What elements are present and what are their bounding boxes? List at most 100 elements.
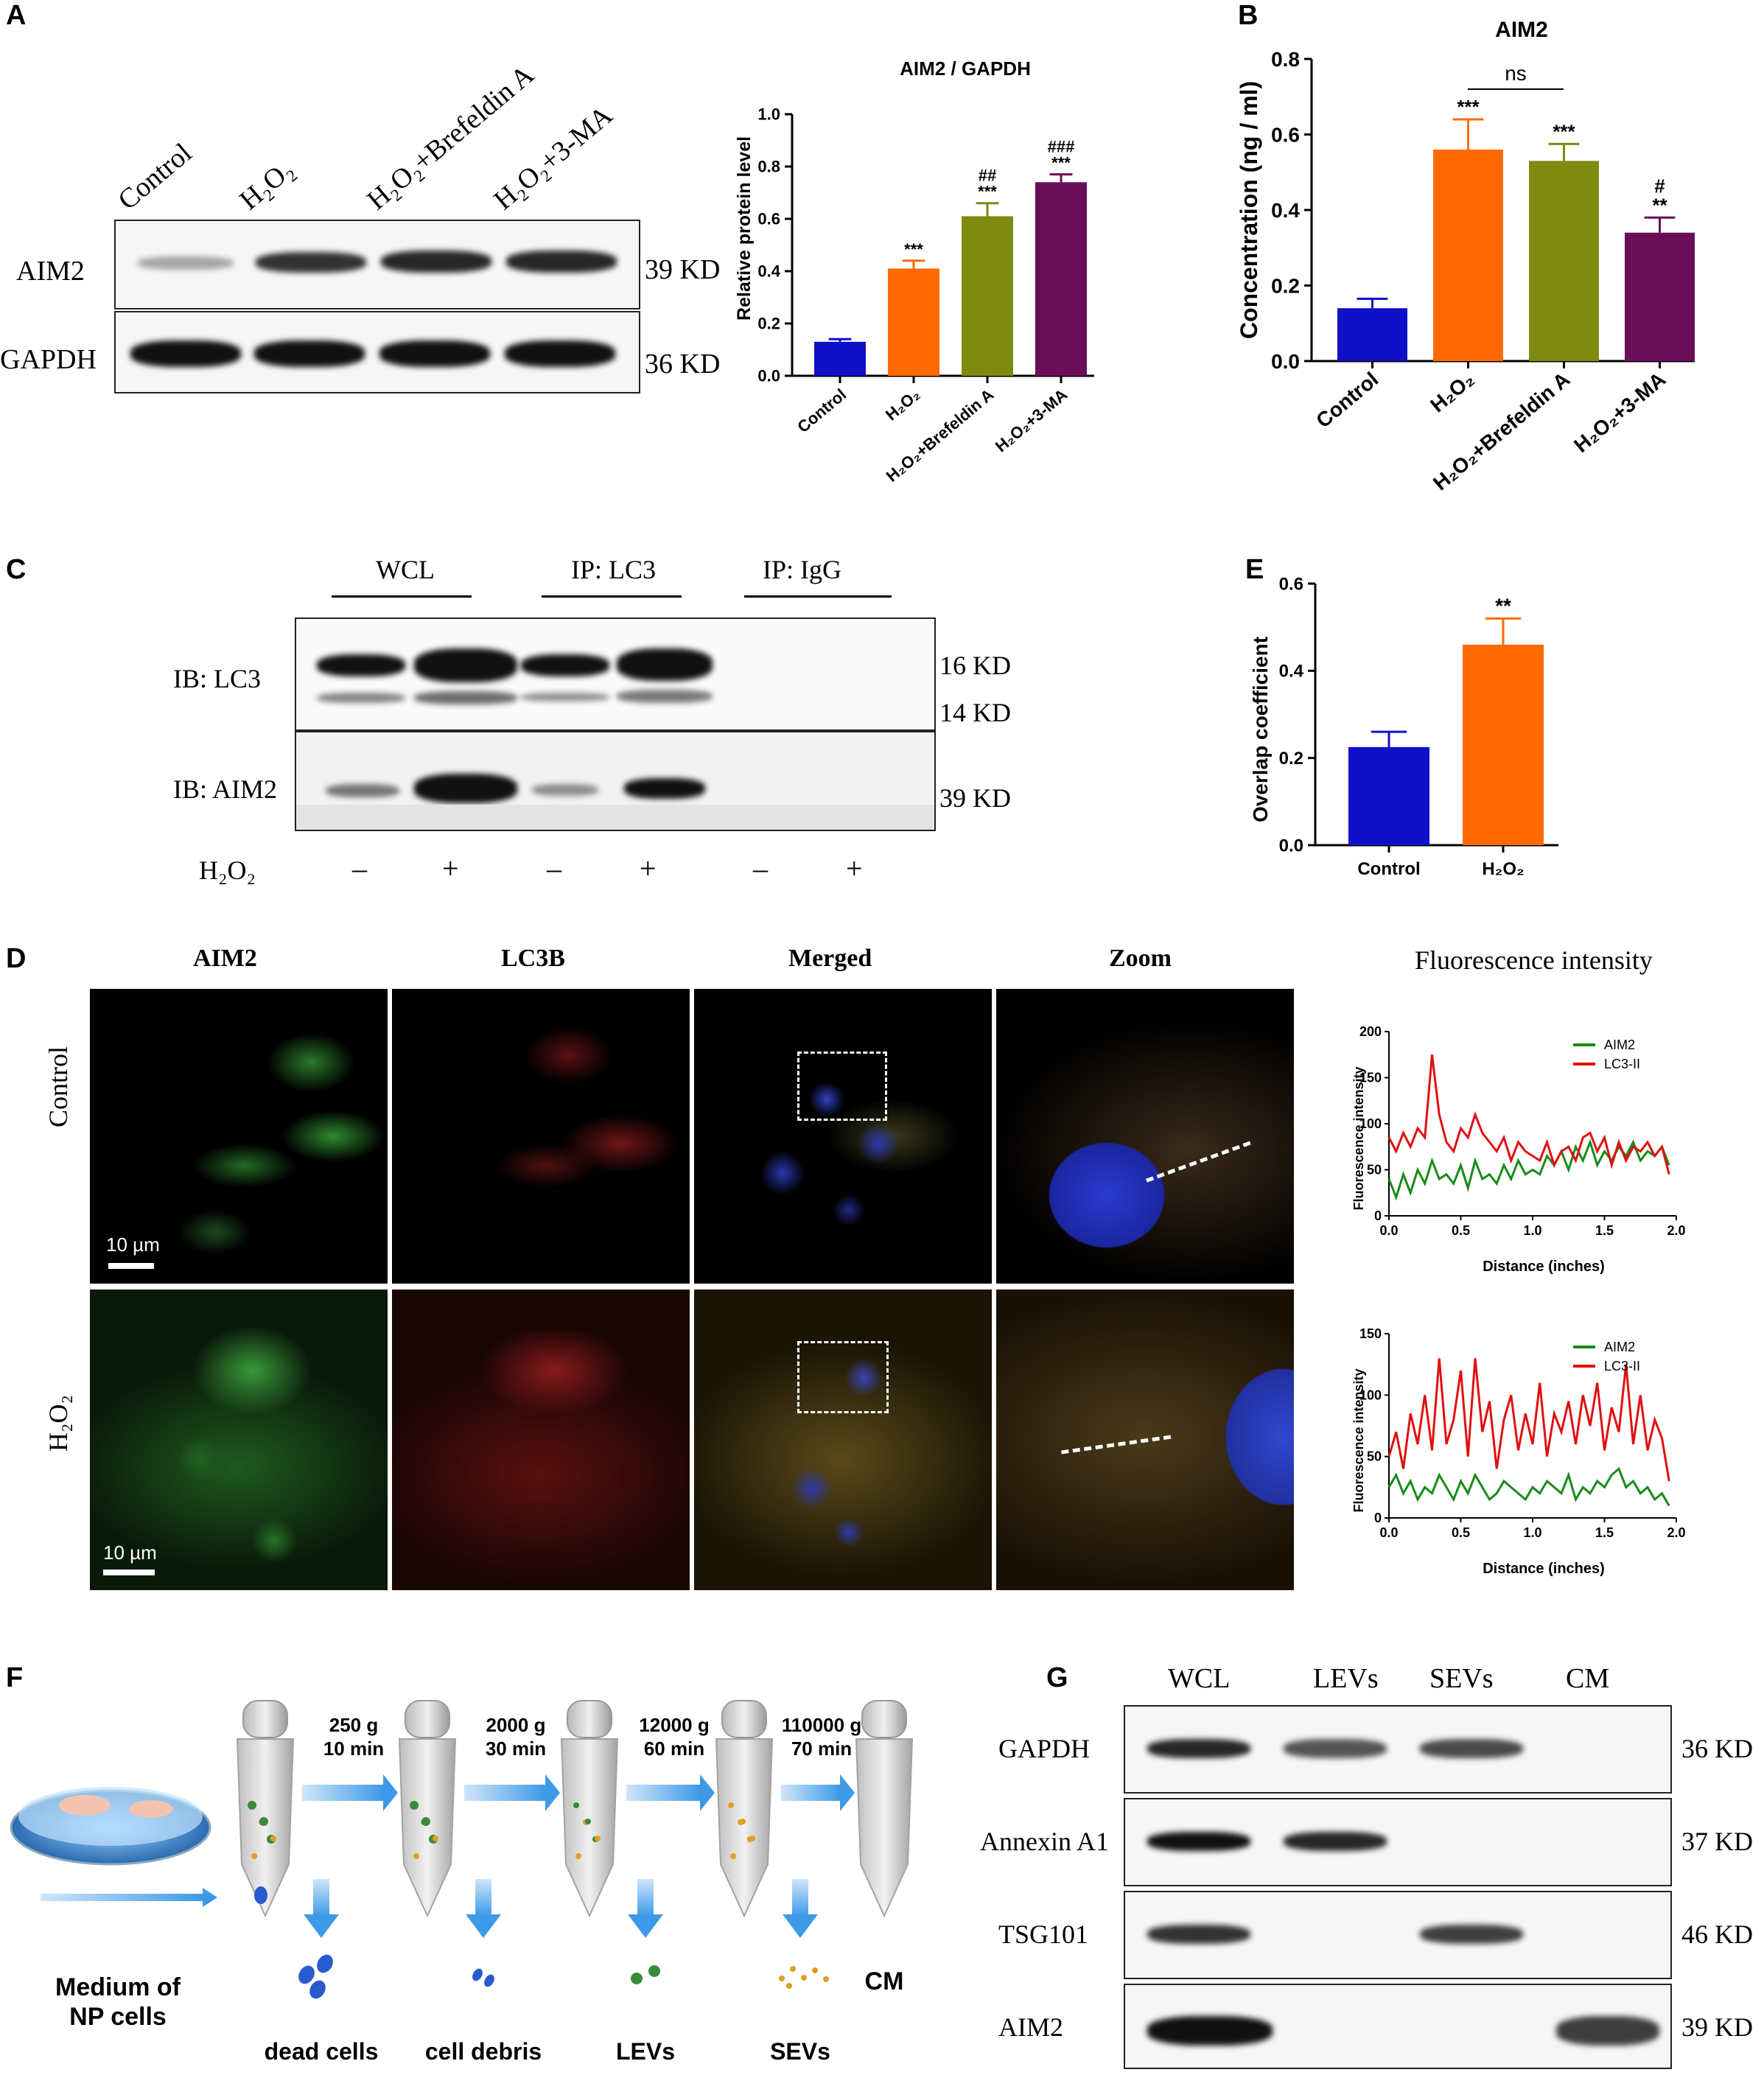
micrograph-h2o2-zoom <box>995 1288 1295 1592</box>
line-profile <box>1145 1141 1253 1186</box>
x-tick-label: 1.5 <box>1595 1525 1614 1540</box>
size-label: 39 KD <box>1681 2012 1753 2042</box>
sev <box>790 1966 796 1972</box>
significance-mark: ## <box>979 167 996 185</box>
y-tick-label: 0.6 <box>1271 123 1300 146</box>
band <box>1556 2016 1659 2046</box>
y-tick-label: 100 <box>1359 1388 1382 1402</box>
np-tissue <box>59 1795 111 1816</box>
down-arrow <box>792 1879 808 1916</box>
particle <box>421 1817 430 1826</box>
bar <box>1625 232 1695 361</box>
sev <box>812 1967 818 1973</box>
row-label: Control <box>43 1046 73 1127</box>
down-arrow-head <box>628 1914 663 1938</box>
cm-label: CM <box>865 1967 904 1995</box>
y-tick-label: 200 <box>1359 1024 1382 1039</box>
chart-title: AIM2 <box>1495 18 1548 42</box>
lev <box>648 1965 660 1977</box>
size-label: 36 KD <box>1681 1734 1753 1763</box>
y-tick-label: 0.2 <box>1271 274 1300 297</box>
y-tick-label: 1.0 <box>757 105 780 124</box>
down-arrow-head <box>304 1914 339 1938</box>
sev <box>823 1976 829 1982</box>
micrograph-control-merged <box>693 987 993 1285</box>
product-label: dead cells <box>265 2038 379 2065</box>
legend-label: LC3-II <box>1604 1057 1640 1071</box>
product-label: SEVs <box>770 2038 830 2065</box>
centrifuge-tube <box>560 1738 619 1918</box>
column-label: LC3B <box>501 945 565 972</box>
bar <box>888 268 939 376</box>
y-tick-label: 100 <box>1359 1116 1382 1131</box>
y-tick-label: 0.4 <box>1279 662 1304 682</box>
x-axis-label: Distance (inches) <box>1483 1561 1605 1577</box>
band <box>521 654 609 676</box>
particle <box>728 1802 734 1808</box>
centrifuge-tube <box>236 1738 295 1918</box>
dead-cell <box>298 1965 315 1984</box>
panel-label-g: G <box>1046 1662 1068 1693</box>
band <box>414 648 517 682</box>
band <box>317 693 405 703</box>
x-tick-label: 2.0 <box>1667 1223 1685 1238</box>
lane-label: Control <box>112 137 198 217</box>
legend-label: AIM2 <box>1604 1340 1635 1354</box>
chart-overlap-coefficient: Overlap coefficient 0.0 0.2 0.4 0.6 Control *… <box>1249 574 1558 879</box>
legend-label: LC3-II <box>1604 1359 1640 1374</box>
y-tick-label: 0.0 <box>757 367 780 385</box>
micrograph-control-zoom <box>995 987 1295 1285</box>
row-label: Annexin A1 <box>980 1827 1109 1856</box>
sign: – <box>352 852 367 885</box>
x-tick-label: H₂O₂ <box>882 385 923 424</box>
band <box>1147 1925 1250 1944</box>
particle <box>730 1853 736 1859</box>
band <box>624 778 705 799</box>
down-arrow <box>313 1879 329 1916</box>
row-label: TSG101 <box>998 1920 1089 1949</box>
significance-mark: ** <box>1495 594 1511 617</box>
blot-strip-gapdh <box>114 311 640 393</box>
time-label: 70 min <box>791 1738 852 1760</box>
tube-sequence: 250 g10 min dead cells 2000 g30 min cell de… <box>236 1700 914 2065</box>
y-tick-label: 0.4 <box>757 262 780 281</box>
y-tick-label: 0.0 <box>1279 836 1303 855</box>
series-line <box>1387 1138 1670 1201</box>
bar <box>962 216 1013 376</box>
band <box>326 784 399 797</box>
particle <box>248 1801 256 1810</box>
blot-strip-aim2 <box>295 731 936 831</box>
band <box>1284 1739 1387 1758</box>
time-label: 60 min <box>644 1738 704 1760</box>
x-tick-label: 0.0 <box>1379 1223 1398 1238</box>
particle <box>573 1802 579 1808</box>
column-label: CM <box>1566 1663 1610 1694</box>
significance-mark: ** <box>1652 194 1667 216</box>
tube-cap <box>721 1700 767 1738</box>
centrifuge-tube <box>715 1738 774 1918</box>
column-label: Zoom <box>1109 945 1172 972</box>
y-tick-label: 0.4 <box>1271 199 1300 222</box>
size-label: 39 KD <box>939 783 1011 813</box>
significance-mark: *** <box>978 183 997 201</box>
legend-label: AIM2 <box>1604 1038 1635 1052</box>
zoom-box <box>797 1052 887 1121</box>
particle <box>740 1819 746 1824</box>
bar <box>1348 746 1429 845</box>
time-label: 30 min <box>486 1738 546 1760</box>
column-label: AIM2 <box>193 945 257 972</box>
band <box>381 251 491 273</box>
y-axis-label: Fluorescence intensity <box>1351 1368 1366 1512</box>
group-line <box>744 595 892 598</box>
x-tick-label: 0.0 <box>1379 1525 1398 1540</box>
micrograph-h2o2-aim2: 10 µm <box>88 1288 389 1592</box>
chart-aim2-concentration: AIM2 Concentration (ng / ml) 0.0 0.2 0.4 0.… <box>1236 18 1695 494</box>
dead-cell <box>309 1980 326 1999</box>
x-tick-label: Control <box>794 385 850 436</box>
medium-label: Medium of <box>55 1973 181 2001</box>
row-label: AIM2 <box>998 2012 1063 2042</box>
speed-label: 110000 g <box>782 1714 861 1736</box>
row-label: GAPDH <box>0 344 97 375</box>
sign: – <box>547 852 561 885</box>
blot-strip-aim2 <box>114 220 640 309</box>
